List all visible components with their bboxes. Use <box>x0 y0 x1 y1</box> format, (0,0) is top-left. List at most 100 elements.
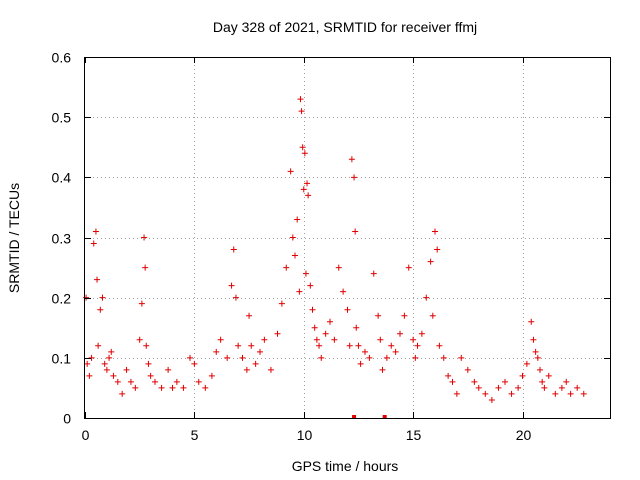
data-point <box>495 384 502 391</box>
data-point <box>331 336 338 343</box>
data-point <box>464 366 471 373</box>
data-point <box>97 306 104 313</box>
data-point <box>278 300 285 307</box>
data-point <box>307 282 314 289</box>
data-point <box>471 378 478 385</box>
data-point <box>287 168 294 175</box>
data-point <box>440 354 447 361</box>
data-point <box>145 360 152 367</box>
data-point <box>580 390 587 397</box>
data-point <box>458 354 465 361</box>
data-point <box>305 192 312 199</box>
data-point <box>103 366 110 373</box>
data-point <box>180 384 187 391</box>
data-point <box>346 342 353 349</box>
data-point <box>90 240 97 247</box>
y-axis-title: SRMTID / TECUs <box>6 183 22 293</box>
data-point <box>563 378 570 385</box>
data-point <box>377 336 384 343</box>
data-point <box>289 234 296 241</box>
data-point <box>405 264 412 271</box>
data-point <box>327 318 333 325</box>
data-point <box>110 372 117 379</box>
x-tick-label: 20 <box>516 427 532 443</box>
data-point <box>294 216 301 223</box>
data-point <box>392 348 399 355</box>
data-point <box>99 294 106 301</box>
data-point <box>532 348 539 355</box>
y-tick-label: 0.3 <box>52 231 72 247</box>
data-point <box>119 390 126 397</box>
data-point <box>252 360 259 367</box>
y-tick-label: 0 <box>63 411 71 427</box>
data-point <box>528 318 535 325</box>
data-point <box>202 384 209 391</box>
data-point <box>86 372 93 379</box>
data-point <box>475 384 482 391</box>
grid <box>85 57 610 418</box>
data-point <box>224 354 231 361</box>
data-point <box>169 384 176 391</box>
data-point <box>370 270 377 277</box>
data-point <box>299 144 306 151</box>
data-point <box>158 384 165 391</box>
data-point <box>132 384 139 391</box>
data-point <box>136 336 143 343</box>
data-point <box>108 348 115 355</box>
data-point <box>348 156 355 163</box>
data-point <box>429 312 436 319</box>
data-point <box>502 378 508 385</box>
data-point <box>88 354 95 361</box>
data-point <box>143 342 150 349</box>
data-point <box>445 372 452 379</box>
data-point <box>123 366 130 373</box>
data-point <box>539 378 546 385</box>
data-point <box>397 330 403 337</box>
data-point <box>261 336 268 343</box>
data-point <box>482 390 489 397</box>
data-point <box>357 360 364 367</box>
data-point <box>191 360 198 367</box>
data-point <box>414 342 421 349</box>
data-point <box>142 264 149 271</box>
y-tick-label: 0.6 <box>52 50 72 66</box>
data-point <box>304 180 311 187</box>
data-point <box>165 366 172 373</box>
data-point <box>147 372 154 379</box>
data-point <box>558 384 565 391</box>
data-point <box>217 336 224 343</box>
data-point <box>138 300 145 307</box>
data-point <box>274 330 281 337</box>
data-point <box>296 288 303 295</box>
data-point <box>412 354 419 361</box>
data-point <box>410 336 417 343</box>
data-point <box>436 342 443 349</box>
data-point <box>541 384 548 391</box>
data-point <box>313 336 320 343</box>
axis-marker <box>352 415 357 419</box>
axis-ticks <box>85 57 610 419</box>
data-point <box>418 330 425 337</box>
data-point <box>152 378 158 385</box>
data-point <box>141 234 148 241</box>
data-point <box>208 372 215 379</box>
x-tick-label: 15 <box>406 427 422 443</box>
data-point <box>232 294 239 301</box>
data-point <box>92 228 99 235</box>
data-point <box>523 360 530 367</box>
data-point <box>434 246 441 253</box>
data-point <box>423 294 430 301</box>
y-tick-label: 0.4 <box>52 170 72 186</box>
x-axis-title: GPS time / hours <box>292 458 399 474</box>
data-point <box>248 342 255 349</box>
data-point <box>379 366 386 373</box>
data-point <box>355 342 362 349</box>
y-tick-label: 0.2 <box>52 291 72 307</box>
data-point <box>322 330 329 337</box>
axis-marker <box>382 415 387 419</box>
data-point <box>235 342 242 349</box>
data-point <box>267 366 274 373</box>
data-point <box>257 348 263 355</box>
data-point <box>106 354 113 361</box>
chart-title: Day 328 of 2021, SRMTID for receiver ffm… <box>213 19 477 35</box>
